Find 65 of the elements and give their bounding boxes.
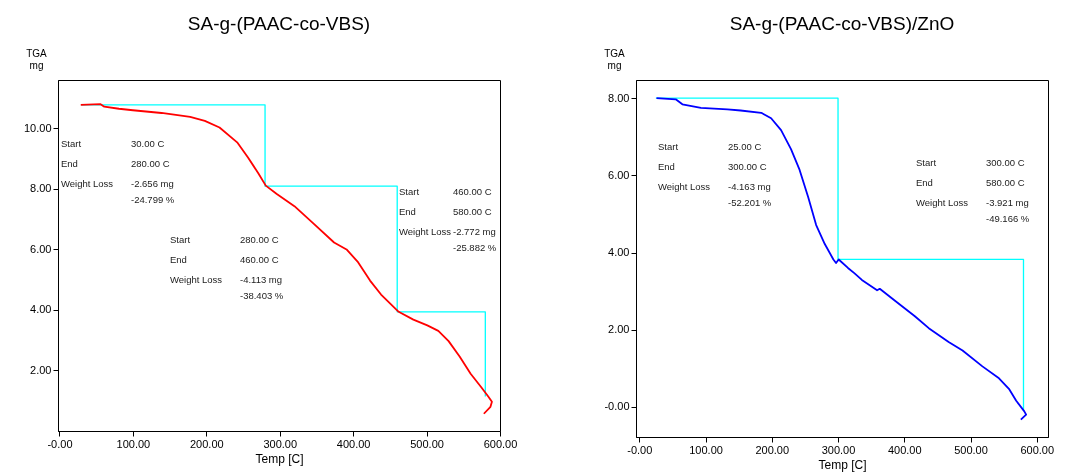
y-tick-label: 2.00	[608, 323, 630, 336]
x-tick-label: 300.00	[263, 437, 298, 450]
x-tick-label: 400.00	[336, 437, 371, 450]
annotation: -2.656 mg	[131, 178, 174, 189]
y-tick-label: 8.00	[608, 91, 630, 104]
annotation: End	[916, 177, 933, 188]
x-tick-label: -0.00	[47, 437, 73, 450]
y-axis-title: TGA mg	[26, 47, 48, 71]
annotation: Start	[399, 186, 420, 197]
y-tick-label: 4.00	[30, 303, 52, 316]
chart-title: SA-g-(PAAC-co-VBS)	[187, 13, 371, 34]
annotation: 300.00 C	[728, 161, 767, 172]
x-tick-label: 400.00	[887, 443, 922, 456]
x-tick-label: -0.00	[627, 443, 653, 456]
annotation: -3.921 mg	[986, 197, 1029, 208]
annotation: 580.00 C	[453, 206, 492, 217]
x-tick-label: 600.00	[483, 437, 518, 450]
annotation: -2.772 mg	[453, 226, 496, 237]
annotation: 580.00 C	[986, 177, 1025, 188]
annotation: Start	[916, 157, 937, 168]
annotation: Weight Loss	[61, 178, 114, 189]
annotation: Weight Loss	[916, 197, 969, 208]
annotation: 25.00 C	[728, 141, 762, 152]
y-tick-label: -0.00	[604, 400, 630, 413]
annotation: 30.00 C	[131, 138, 165, 149]
annotation: -49.166 %	[986, 213, 1030, 224]
annotation: -52.201 %	[728, 197, 772, 208]
y-axis-title: TGA mg	[604, 47, 626, 71]
annotation: Weight Loss	[170, 274, 223, 285]
x-tick-label: 200.00	[755, 443, 790, 456]
x-tick-label: 200.00	[189, 437, 224, 450]
y-tick-label: 4.00	[608, 246, 630, 259]
annotation: End	[399, 206, 416, 217]
annotation: 460.00 C	[453, 186, 492, 197]
x-tick-label: 500.00	[410, 437, 444, 450]
annotation: -24.799 %	[131, 194, 175, 205]
annotation: End	[170, 254, 187, 265]
y-tick-label: 8.00	[30, 182, 52, 195]
y-tick-label: 10.00	[23, 121, 52, 134]
annotation: -38.403 %	[240, 290, 284, 301]
chart-title: SA-g-(PAAC-co-VBS)/ZnO	[729, 13, 955, 34]
annotation: End	[61, 158, 78, 169]
annotation: -25.882 %	[453, 242, 497, 253]
annotation: -4.113 mg	[240, 274, 283, 285]
y-tick-label: 6.00	[608, 168, 630, 181]
x-tick-label: 300.00	[821, 443, 856, 456]
y-tick-label: 2.00	[30, 363, 52, 376]
annotation: Weight Loss	[399, 226, 452, 237]
annotation: Weight Loss	[658, 181, 711, 192]
x-tick-label: 100.00	[689, 443, 723, 456]
annotation: 300.00 C	[986, 157, 1025, 168]
annotation: 280.00 C	[240, 234, 279, 245]
annotation: End	[658, 161, 675, 172]
annotation: 460.00 C	[240, 254, 279, 265]
x-tick-label: 100.00	[116, 437, 151, 450]
annotation: Start	[170, 234, 191, 245]
annotation: Start	[658, 141, 679, 152]
x-tick-label: 600.00	[1020, 443, 1055, 456]
y-tick-label: 6.00	[30, 242, 52, 255]
x-axis-title: Temp [C]	[255, 451, 304, 466]
x-axis-title: Temp [C]	[818, 457, 867, 472]
annotation: -4.163 mg	[728, 181, 771, 192]
x-tick-label: 500.00	[954, 443, 988, 456]
annotation: 280.00 C	[131, 158, 170, 169]
annotation: Start	[61, 138, 82, 149]
